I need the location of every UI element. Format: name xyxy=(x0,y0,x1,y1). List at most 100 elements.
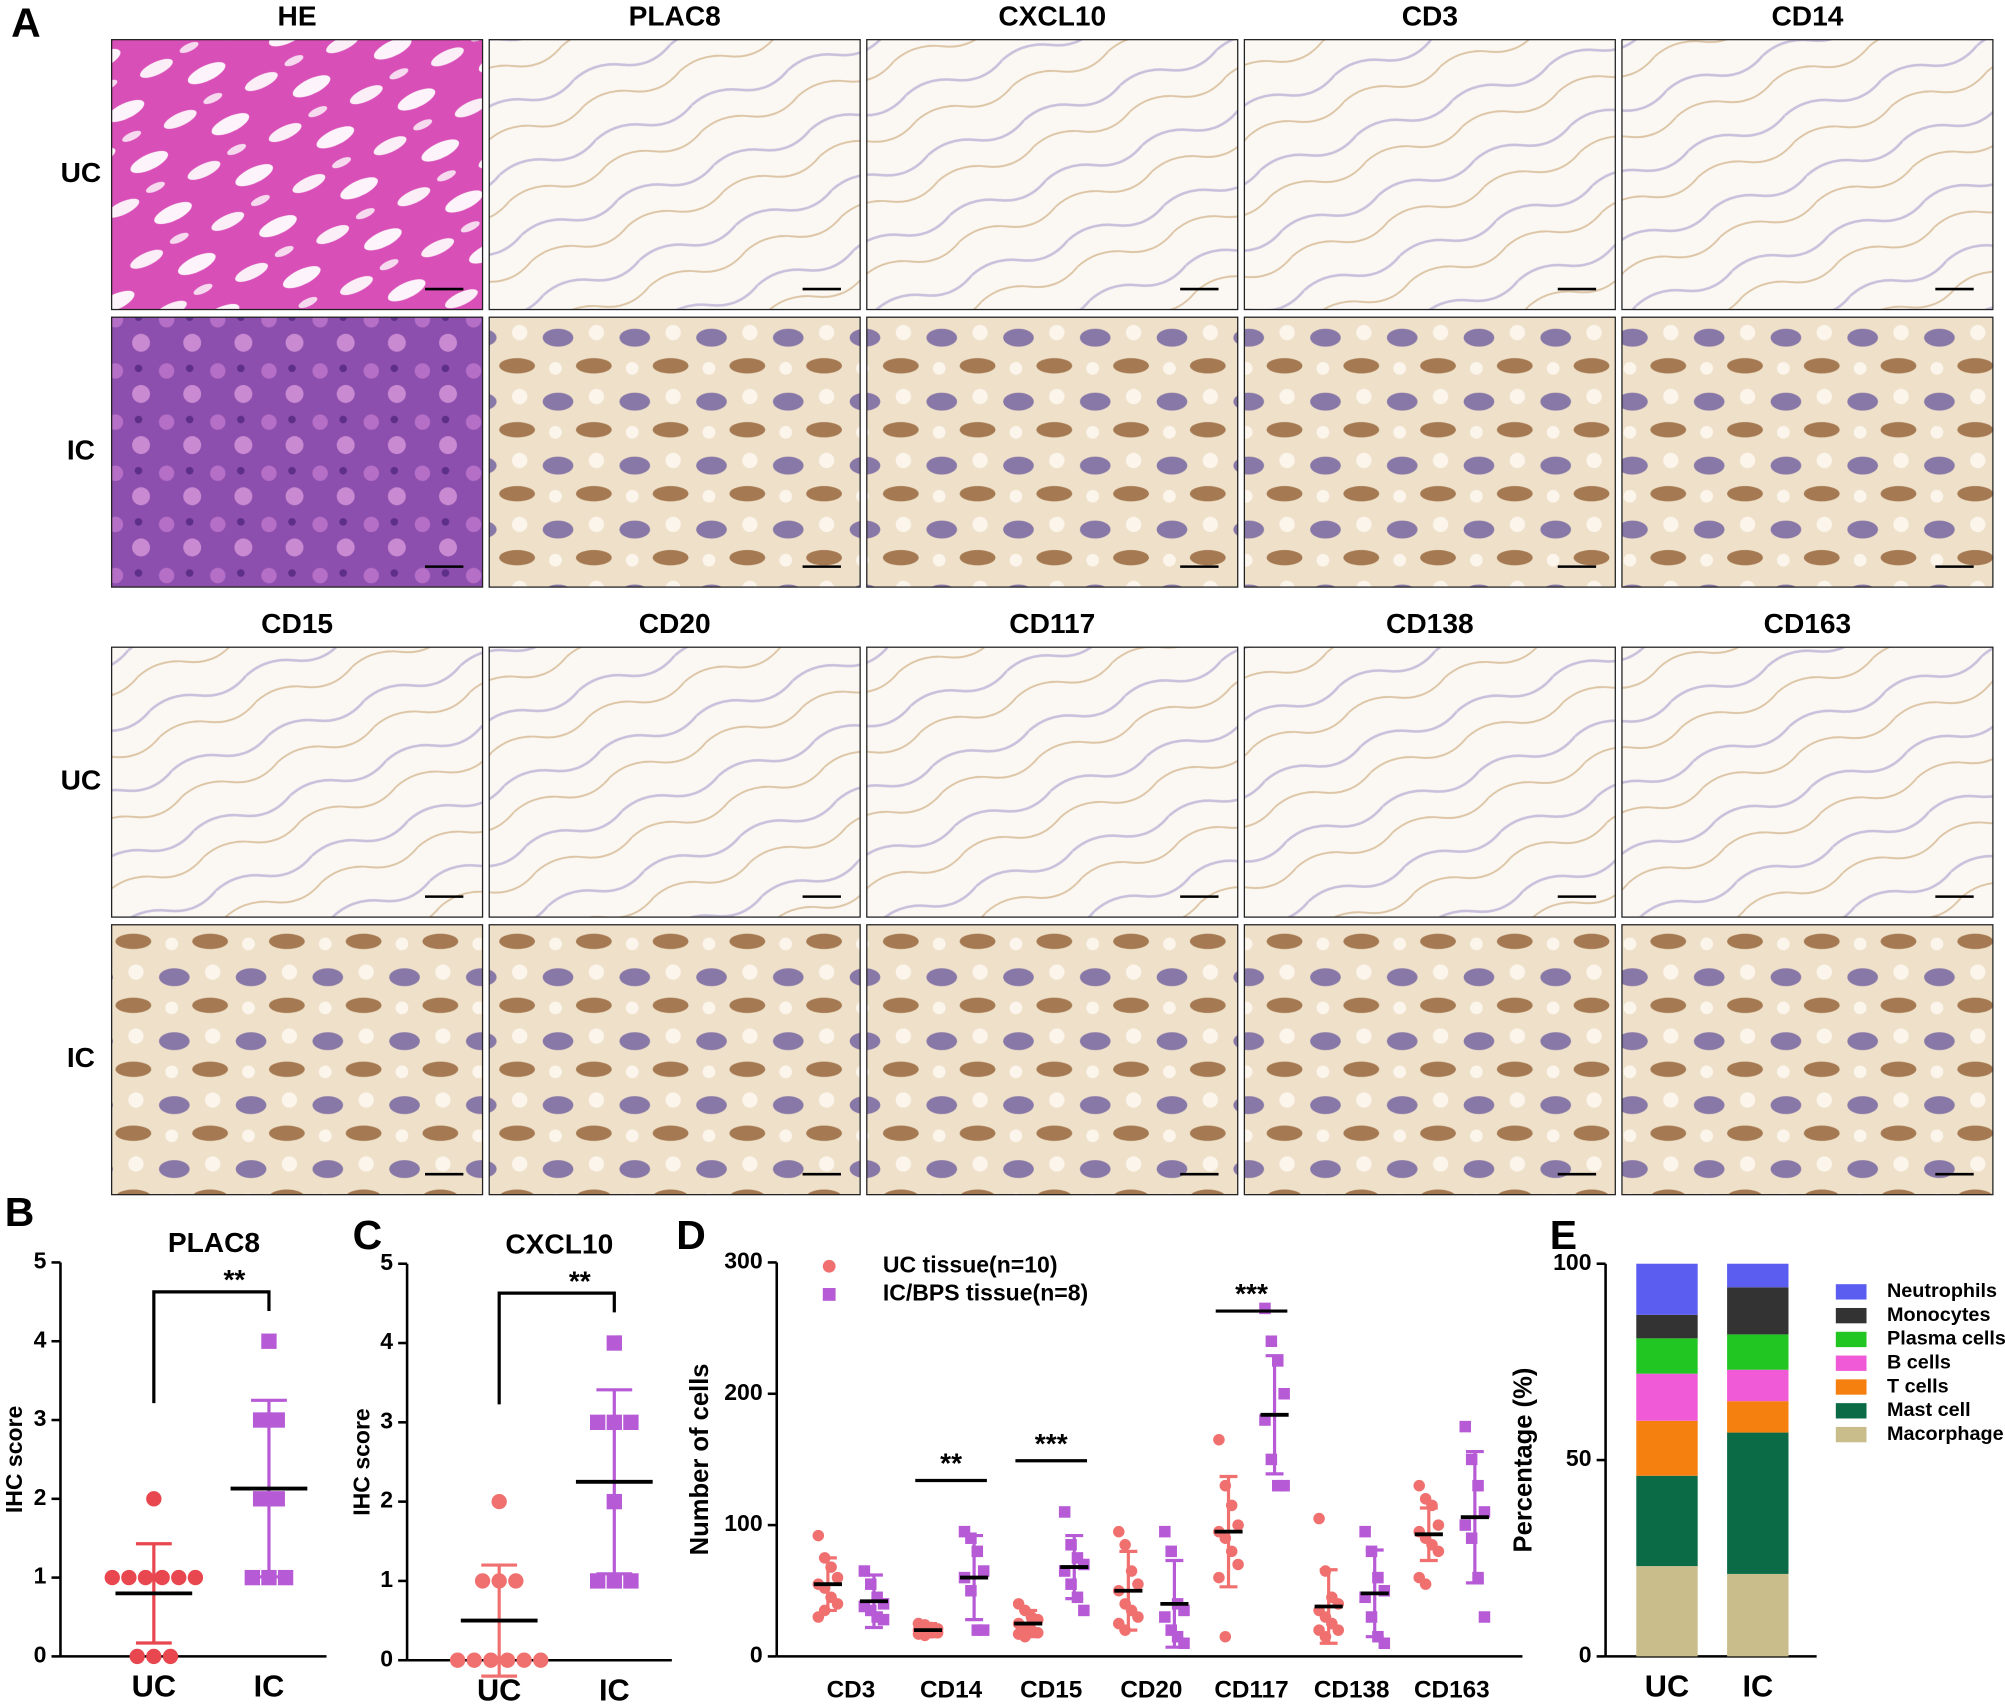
y-tick-label: 0 xyxy=(380,1645,393,1671)
significance-label: ** xyxy=(223,1264,245,1295)
data-point xyxy=(1465,1532,1478,1544)
data-point xyxy=(590,1414,606,1430)
y-tick-label: 300 xyxy=(724,1248,762,1274)
data-point xyxy=(1159,1611,1171,1623)
bar-segment xyxy=(1727,1287,1789,1335)
bar-segment xyxy=(1636,1373,1698,1421)
micrograph xyxy=(1621,316,1994,588)
data-point xyxy=(965,1532,977,1544)
data-point xyxy=(831,1571,844,1584)
y-tick-label: 3 xyxy=(380,1407,393,1433)
micrograph xyxy=(110,316,484,588)
data-point xyxy=(871,1611,883,1623)
data-point xyxy=(877,1613,890,1626)
data-point xyxy=(1478,1506,1491,1518)
data-point xyxy=(965,1584,977,1597)
x-tick-label: IC xyxy=(254,1668,285,1703)
data-point xyxy=(1459,1420,1472,1433)
legend-label: Mast cell xyxy=(1887,1399,1971,1421)
data-point xyxy=(877,1598,890,1610)
data-point xyxy=(508,1573,524,1589)
data-point xyxy=(516,1652,532,1668)
data-point xyxy=(261,1333,277,1349)
data-point xyxy=(146,1491,162,1507)
data-point xyxy=(1472,1571,1484,1584)
data-point xyxy=(104,1569,120,1586)
data-point xyxy=(171,1569,187,1586)
data-point xyxy=(269,1491,285,1507)
legend-label: IC/BPS tissue(n=8) xyxy=(883,1279,1088,1305)
x-tick-label: CD163 xyxy=(1414,1676,1490,1703)
legend-label: UC tissue(n=10) xyxy=(883,1251,1058,1277)
data-point xyxy=(1159,1525,1171,1538)
y-axis-label: IHC score xyxy=(1,1405,27,1513)
data-point xyxy=(146,1648,162,1665)
data-point xyxy=(1459,1519,1472,1531)
data-point xyxy=(1378,1584,1391,1597)
micrograph xyxy=(488,316,861,588)
y-tick-label: 5 xyxy=(34,1248,47,1274)
legend-swatch xyxy=(1835,1426,1867,1443)
micrograph xyxy=(866,646,1239,918)
data-point xyxy=(1478,1611,1491,1623)
data-point xyxy=(162,1648,179,1665)
y-tick-label: 100 xyxy=(1553,1249,1591,1275)
data-point xyxy=(121,1569,137,1586)
y-tick-label: 2 xyxy=(380,1487,393,1513)
x-tick-label: UC xyxy=(477,1672,521,1705)
significance-label: *** xyxy=(1035,1428,1068,1459)
panel-label: B xyxy=(5,1189,35,1235)
data-point xyxy=(449,1652,466,1668)
data-point xyxy=(1432,1519,1445,1531)
micrograph xyxy=(1243,316,1616,588)
x-tick-label: CD3 xyxy=(827,1676,876,1703)
data-point xyxy=(1378,1637,1391,1650)
micrograph xyxy=(110,646,484,918)
micrograph xyxy=(866,924,1239,1196)
micrograph xyxy=(1243,924,1616,1196)
significance-bracket xyxy=(152,1290,271,1404)
x-tick-label: UC xyxy=(1645,1668,1689,1703)
y-tick-label: 1 xyxy=(380,1566,393,1592)
legend-label: Monocytes xyxy=(1887,1304,1990,1326)
data-point xyxy=(252,1491,269,1507)
stain-header: CD14 xyxy=(1771,0,1843,31)
data-point xyxy=(1365,1611,1378,1623)
data-point xyxy=(154,1569,170,1586)
y-tick-label: 4 xyxy=(380,1328,393,1354)
bar-segment xyxy=(1636,1314,1698,1339)
data-point xyxy=(1332,1624,1345,1636)
data-point xyxy=(1359,1591,1371,1604)
micrograph xyxy=(488,39,861,311)
legend-label: Plasma cells xyxy=(1887,1328,2005,1350)
data-point xyxy=(1132,1611,1144,1623)
panel-label: E xyxy=(1550,1212,1577,1258)
data-point xyxy=(1413,1479,1425,1492)
micrograph xyxy=(1621,924,1994,1196)
significance-label: ** xyxy=(940,1448,962,1479)
data-point xyxy=(1259,1414,1271,1426)
stain-header: CD117 xyxy=(1009,608,1095,639)
y-tick-label: 100 xyxy=(724,1510,762,1536)
bar-segment xyxy=(1636,1475,1698,1567)
data-point xyxy=(1278,1479,1290,1492)
x-tick-label: IC xyxy=(599,1672,630,1705)
data-point xyxy=(858,1600,871,1613)
data-point xyxy=(499,1652,516,1668)
data-point xyxy=(977,1624,990,1636)
data-point xyxy=(1265,1453,1278,1466)
stain-header: CXCL10 xyxy=(998,0,1106,31)
x-tick-label: UC xyxy=(132,1668,176,1703)
micrograph xyxy=(866,39,1239,311)
data-point xyxy=(1432,1545,1445,1558)
row-label: IC xyxy=(67,435,95,466)
data-point xyxy=(871,1591,883,1604)
data-point xyxy=(1359,1525,1371,1538)
significance-label: ** xyxy=(569,1265,591,1296)
data-point xyxy=(137,1569,154,1586)
bar-segment xyxy=(1636,1338,1698,1374)
data-point xyxy=(1165,1545,1177,1558)
y-tick-label: 0 xyxy=(750,1641,763,1667)
x-tick-label: CD15 xyxy=(1020,1676,1082,1703)
